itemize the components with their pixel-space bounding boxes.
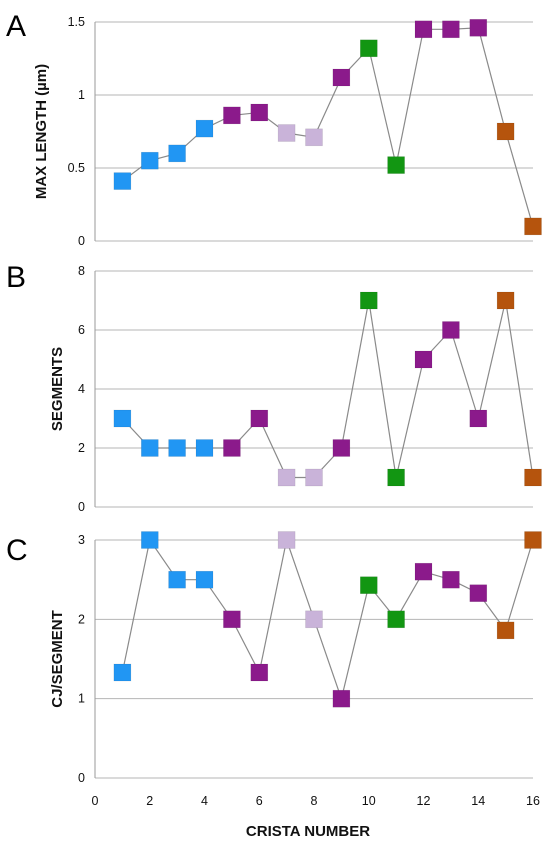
data-point-marker [524,531,542,549]
x-axis-title: CRISTA NUMBER [246,823,370,840]
series-line [121,537,534,701]
data-point-marker [168,144,186,163]
y-tick-label: 8 [78,264,85,278]
x-tick-label: 12 [417,794,431,808]
series-line [122,27,534,227]
data-point-marker [469,409,488,428]
data-point-marker [223,439,241,457]
data-point-marker [141,439,159,457]
y-tick-label: 0 [78,500,85,514]
data-point-marker [277,468,296,487]
data-point-marker [359,576,378,595]
series-line [121,300,534,479]
data-point-marker [387,468,405,487]
panel-letter: A [6,10,26,43]
data-point-marker [332,689,351,708]
data-point-marker [250,409,269,428]
x-tick-label: 2 [146,794,153,808]
y-tick-label: 4 [78,382,85,396]
data-point-marker [195,119,214,138]
data-point-marker [469,584,488,603]
data-point-marker [359,291,378,310]
y-tick-label: 1 [78,88,85,102]
y-axis-title: CJ/SEGMENT [49,610,66,708]
data-point-marker [414,350,433,369]
data-point-marker [277,124,296,142]
data-point-marker [359,39,378,58]
data-point-marker [332,68,351,87]
data-point-marker [387,156,405,174]
data-point-marker [113,172,132,190]
data-point-marker [277,531,296,549]
data-point-marker [223,106,241,125]
y-tick-label: 2 [78,441,85,455]
data-point-marker [168,570,186,589]
data-point-marker [250,103,269,122]
data-point-marker [141,151,159,170]
x-tick-label: 16 [526,794,540,808]
y-tick-label: 6 [78,323,85,337]
y-axis-title: SEGMENTS [49,347,66,431]
data-point-marker [305,128,323,147]
data-point-marker [332,439,351,457]
data-point-marker [223,610,241,629]
data-point-marker [524,217,542,236]
data-point-marker [113,663,132,682]
data-point-marker [168,439,186,457]
data-point-marker [442,570,460,589]
data-point-marker [524,468,542,487]
x-tick-label: 14 [471,794,485,808]
data-point-marker [195,439,214,457]
data-point-marker [305,610,323,629]
x-tick-label: 4 [201,794,208,808]
y-tick-label: 1 [78,692,85,706]
data-point-marker [141,531,159,549]
data-point-marker [414,20,433,39]
data-point-marker [496,621,515,640]
data-point-marker [250,663,269,682]
y-tick-label: 2 [78,612,85,626]
x-tick-label: 6 [256,794,263,808]
y-tick-label: 0.5 [68,161,85,175]
data-point-marker [442,20,460,39]
data-point-marker [496,291,515,310]
data-point-marker [195,570,214,589]
data-point-marker [113,409,132,428]
data-point-marker [469,18,488,37]
x-tick-label: 8 [311,794,318,808]
data-point-marker [305,468,323,487]
x-tick-label: 0 [92,794,99,808]
y-tick-label: 0 [78,771,85,785]
data-point-marker [387,610,405,629]
data-point-marker [442,321,460,339]
data-point-marker [414,562,433,581]
data-point-marker [496,122,515,141]
panel-b: 0 2 4 6 8 B SEGMENTS [6,261,542,514]
y-tick-label: 3 [78,533,85,547]
x-tick-label: 10 [362,794,376,808]
panel-letter: C [6,534,28,567]
panel-letter: B [6,261,26,294]
y-tick-label: 1.5 [68,15,85,29]
y-axis-title: MAX LENGTH (µm) [33,64,50,199]
panel-a: 0 0.5 1 1.5 A MAX LENGTH (µm) [6,10,542,248]
y-tick-label: 0 [78,234,85,248]
